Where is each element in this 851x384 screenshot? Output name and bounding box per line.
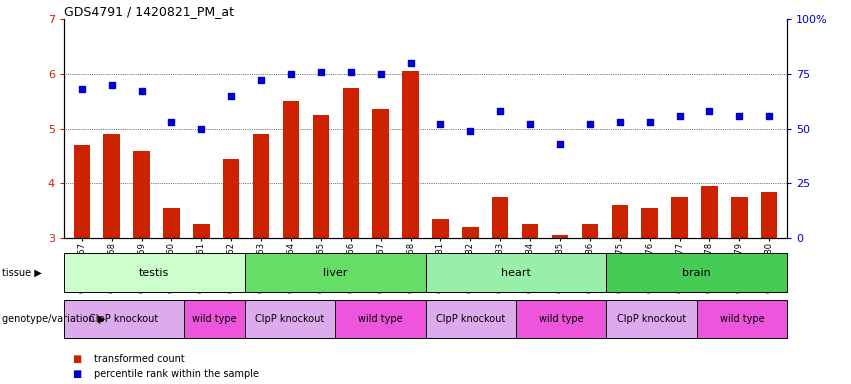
- Bar: [283, 101, 300, 238]
- Bar: [462, 227, 478, 238]
- Bar: [134, 151, 150, 238]
- Bar: [522, 224, 539, 238]
- Bar: [223, 159, 239, 238]
- Text: ClpP knockout: ClpP knockout: [617, 314, 686, 324]
- Point: [464, 128, 477, 134]
- Bar: [582, 224, 598, 238]
- Point: [583, 121, 597, 127]
- Text: liver: liver: [323, 268, 347, 278]
- Bar: [335, 300, 426, 338]
- Bar: [193, 224, 209, 238]
- Bar: [612, 205, 628, 238]
- Bar: [731, 197, 747, 238]
- Point: [344, 69, 357, 75]
- Bar: [426, 300, 516, 338]
- Text: testis: testis: [139, 268, 169, 278]
- Text: wild type: wild type: [192, 314, 237, 324]
- Point: [613, 119, 626, 125]
- Text: ■: ■: [72, 354, 82, 364]
- Point: [434, 121, 448, 127]
- Point: [374, 71, 387, 77]
- Bar: [642, 208, 658, 238]
- Point: [703, 108, 717, 114]
- Bar: [312, 115, 329, 238]
- Text: ■: ■: [72, 369, 82, 379]
- Text: genotype/variation ▶: genotype/variation ▶: [2, 314, 105, 324]
- Point: [762, 113, 776, 119]
- Bar: [432, 219, 448, 238]
- Bar: [373, 109, 389, 238]
- Text: wild type: wild type: [358, 314, 403, 324]
- Point: [164, 119, 178, 125]
- Bar: [671, 197, 688, 238]
- Bar: [245, 300, 335, 338]
- Bar: [253, 134, 269, 238]
- Bar: [761, 192, 778, 238]
- Bar: [426, 253, 606, 292]
- Point: [733, 113, 746, 119]
- Point: [523, 121, 537, 127]
- Point: [105, 82, 118, 88]
- Text: tissue ▶: tissue ▶: [2, 268, 42, 278]
- Point: [225, 93, 238, 99]
- Bar: [607, 253, 787, 292]
- Bar: [343, 88, 359, 238]
- Bar: [607, 300, 697, 338]
- Text: heart: heart: [501, 268, 531, 278]
- Text: GDS4791 / 1420821_PM_at: GDS4791 / 1420821_PM_at: [64, 5, 234, 18]
- Point: [673, 113, 687, 119]
- Bar: [73, 145, 90, 238]
- Bar: [697, 300, 787, 338]
- Bar: [403, 71, 419, 238]
- Bar: [516, 300, 607, 338]
- Bar: [64, 300, 185, 338]
- Point: [75, 86, 89, 92]
- Point: [403, 60, 417, 66]
- Bar: [185, 300, 245, 338]
- Text: brain: brain: [683, 268, 711, 278]
- Text: transformed count: transformed count: [94, 354, 185, 364]
- Text: ClpP knockout: ClpP knockout: [436, 314, 505, 324]
- Text: wild type: wild type: [720, 314, 764, 324]
- Bar: [492, 197, 508, 238]
- Point: [314, 69, 328, 75]
- Bar: [163, 208, 180, 238]
- Point: [643, 119, 656, 125]
- Bar: [64, 253, 245, 292]
- Point: [284, 71, 298, 77]
- Bar: [701, 186, 717, 238]
- Point: [254, 78, 268, 84]
- Point: [195, 126, 208, 132]
- Bar: [551, 235, 568, 238]
- Bar: [245, 253, 426, 292]
- Point: [494, 108, 507, 114]
- Text: percentile rank within the sample: percentile rank within the sample: [94, 369, 259, 379]
- Text: ClpP knockout: ClpP knockout: [255, 314, 324, 324]
- Text: ClpP knockout: ClpP knockout: [89, 314, 159, 324]
- Point: [553, 141, 567, 147]
- Point: [134, 88, 148, 94]
- Bar: [104, 134, 120, 238]
- Text: wild type: wild type: [539, 314, 584, 324]
